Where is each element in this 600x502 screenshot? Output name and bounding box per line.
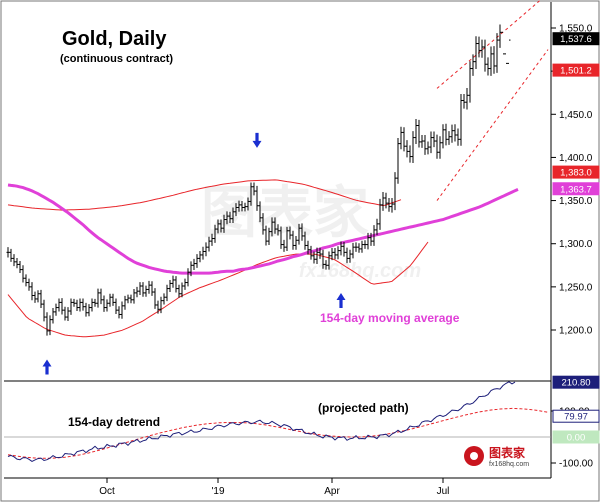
brand-logo: 图表家 fx168hq.com (464, 445, 529, 468)
value-badge-label: 1,537.6 (560, 34, 592, 45)
value-badge-label: 1,363.7 (560, 184, 592, 195)
x-tick-label: Apr (324, 486, 340, 497)
logo-en: fx168hq.com (489, 461, 529, 468)
value-badge (552, 32, 600, 46)
value-badge (552, 430, 600, 444)
value-badge (552, 182, 600, 196)
y-tick-label: 1,250.0 (559, 282, 593, 293)
x-tick-label: Oct (99, 486, 115, 497)
value-badge-label: 210.80 (561, 378, 590, 389)
channel-lower-line (436, 49, 549, 201)
value-badge-label: 1,501.2 (560, 66, 592, 77)
value-badge (552, 63, 600, 77)
y-tick-label: 1,450.0 (559, 110, 593, 121)
x-tick-label: Jul (437, 486, 450, 497)
x-tick-label: '19 (211, 486, 224, 497)
watermark: 图表家 fx168hq.com (201, 181, 421, 282)
y-tick-label: 1,350.0 (559, 196, 593, 207)
ma-annotation: 154-day moving average (320, 311, 460, 325)
detrend-line (7, 381, 516, 462)
watermark-cn: 图表家 (201, 181, 369, 244)
value-badge-label: 0.00 (567, 433, 586, 444)
value-badge (552, 375, 600, 389)
projected-path-line (7, 407, 549, 459)
lower-band-line (7, 241, 429, 338)
logo-icon-dot (470, 452, 478, 460)
y-tick-label: -100.00 (559, 459, 593, 470)
y-tick-label: 1,200.0 (559, 326, 593, 337)
upper-pane: 1,550.01,500.01,450.01,400.01,350.01,300… (6, 0, 600, 497)
value-badge-label: 79.97 (564, 412, 588, 423)
turn-arrow-down (252, 132, 262, 148)
value-badge-label: 1,383.0 (560, 168, 592, 179)
logo-cn: 图表家 (489, 445, 526, 460)
upper-band-line (7, 179, 402, 211)
projection-annotation: (projected path) (318, 401, 409, 415)
value-badge (552, 409, 600, 423)
moving-average-line (7, 183, 519, 275)
detrend-title: 154-day detrend (68, 415, 160, 429)
chart-title: Gold, Daily (62, 28, 167, 50)
chart-subtitle: (continuous contract) (60, 53, 173, 65)
y-tick-label: 1,400.0 (559, 153, 593, 164)
turn-arrow-up (336, 293, 346, 309)
turn-arrow-up (42, 359, 52, 375)
value-badge (552, 165, 600, 179)
y-tick-label: 1,550.0 (559, 24, 593, 35)
channel-upper-line (436, 0, 542, 89)
y-tick-label: 1,300.0 (559, 239, 593, 250)
